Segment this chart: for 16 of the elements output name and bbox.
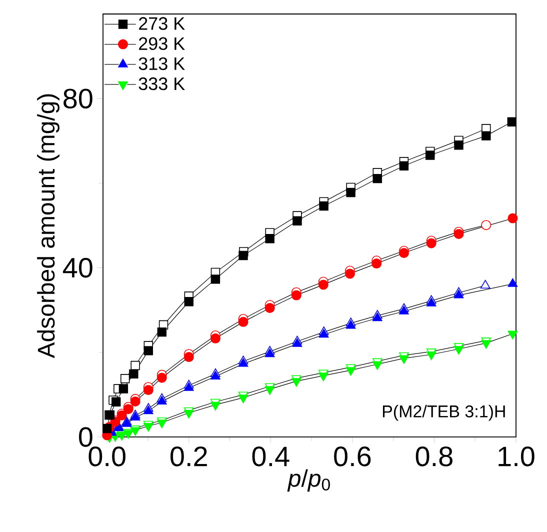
legend-label: 333 K [138,77,185,90]
x-tick-label: 0.4 [252,446,290,466]
legend-label: 313 K [138,57,185,70]
y-axis-title: Adsorbed amount (mg/g) [37,94,60,358]
y-tick-label: 40 [62,258,92,278]
y-tick-label: 80 [64,88,92,108]
x-tick-label: 0.2 [170,446,207,466]
x-axis-title: p/p$_{0}$ [287,469,330,492]
x-tick-label: 1.0 [498,446,534,466]
annotation: P(M2/TEB 3:1)H [382,404,505,421]
legend-label: 293 K [139,37,185,50]
legend-label: 273 K [139,17,185,30]
x-tick-label: 0.6 [334,446,371,466]
x-tick-label: 0.8 [416,446,452,466]
y-tick-label: 0 [78,427,92,447]
x-tick-label: 0.0 [88,446,126,466]
